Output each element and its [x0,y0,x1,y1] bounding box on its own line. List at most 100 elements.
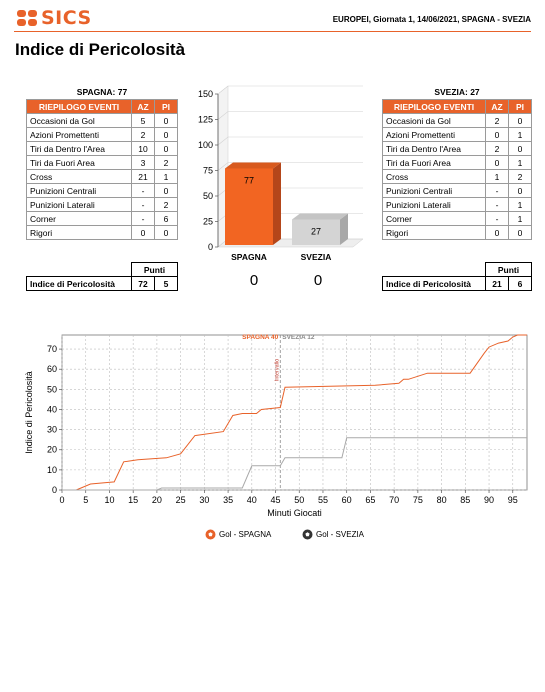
col-header-pi: PI [508,99,532,114]
col-header-az: AZ [485,99,509,114]
col-header-pi: PI [154,99,178,114]
event-name-cell: Cross [382,169,486,184]
x-tick-label: 30 [199,495,209,505]
legend-svezia: Gol - SVEZIA [302,529,364,540]
y-tick-label: 0 [52,485,57,495]
table-row: Tiri da Dentro l'Area 2 0 [382,141,532,156]
table-row: Corner -6 [26,211,178,226]
pi-cell: 0 [154,127,178,142]
pi-cell: 0 [508,141,532,156]
y-axis-title: Indice di Pericolosità [24,371,34,454]
y-tick-label: 150 [198,89,213,99]
y-tick-label: 0 [208,242,213,252]
bar [292,219,340,245]
index-value: 72 [131,276,155,291]
az-cell: - [131,197,155,212]
table-row: Punizioni Laterali -2 [26,197,178,212]
az-cell: - [485,197,509,212]
bar-chart: 0 25 50 75 100 125 150 77 SPAGNA 27 SVEZIA [198,85,364,262]
left-team-title: SPAGNA: 77 [76,87,128,97]
x-category-label: SVEZIA [301,252,332,262]
grid-line [217,85,363,95]
x-tick-label: 50 [294,495,304,505]
y-tick-label: 20 [47,445,57,455]
x-category-label: SPAGNA [231,252,267,262]
pi-cell: 0 [154,141,178,156]
y-tick-label: 25 [203,217,213,227]
x-tick-label: 10 [104,495,114,505]
points-value: 6 [508,276,532,291]
x-tick-label: 0 [59,495,64,505]
table-row: Azioni Promettenti 0 1 [382,127,532,142]
y-tick-label: 125 [198,115,213,125]
az-cell: 0 [485,225,509,240]
pi-cell: 0 [154,113,178,128]
bar-side [340,213,348,245]
x-tick-label: 70 [389,495,399,505]
event-name-cell: Punizioni Laterali [382,197,486,212]
az-cell: 3 [131,155,155,170]
pi-cell: 0 [154,183,178,198]
pi-cell: 1 [154,169,178,184]
az-cell: - [485,211,509,226]
az-cell: 0 [485,127,509,142]
table-row: Tiri da Dentro l'Area 10 0 [26,141,178,156]
home-goals: 0 [249,272,259,289]
bar-top [225,162,281,169]
table-row: Punizioni Centrali -0 [382,183,532,198]
soccer-ball-icon [302,529,313,540]
table-row: Occasioni da Gol 5 0 [26,113,178,128]
pi-cell: 2 [154,197,178,212]
col-header-events: RIEPILOGO EVENTI [26,99,132,114]
y-tick-label: 50 [203,191,213,201]
event-name-cell: Punizioni Laterali [26,197,132,212]
header-divider [14,31,531,32]
away-goals: 0 [313,272,323,289]
x-tick-label: 40 [247,495,257,505]
col-header-events: RIEPILOGO EVENTI [382,99,486,114]
az-cell: 5 [131,113,155,128]
sics-logo: SICS [17,7,92,29]
pi-cell: 1 [508,197,532,212]
legend-spagna: Gol - SPAGNA [205,529,271,540]
table-row: Tiri da Fuori Area 3 2 [26,155,178,170]
event-name-cell: Punizioni Centrali [382,183,486,198]
pi-cell: 0 [508,113,532,128]
az-cell: 1 [485,169,509,184]
left-events-table: RIEPILOGO EVENTI AZ PI Occasioni da Gol 5… [26,99,178,240]
grid-line [217,162,363,171]
event-name-cell: Tiri da Dentro l'Area [26,141,132,156]
points-header: Punti [485,262,532,277]
event-name-cell: Corner [26,211,132,226]
index-value: 21 [485,276,509,291]
y-tick-label: 50 [47,384,57,394]
event-name-cell: Corner [382,211,486,226]
az-cell: - [485,183,509,198]
table-row: Tiri da Fuori Area 0 1 [382,155,532,170]
event-name-cell: Occasioni da Gol [382,113,486,128]
logo-mark-icon [17,10,39,26]
y-tick-label: 10 [47,465,57,475]
pi-cell: 6 [154,211,178,226]
pi-cell: 1 [508,211,532,226]
legend-label: Gol - SVEZIA [316,530,365,539]
x-tick-label: 15 [128,495,138,505]
bar-value-label: 27 [311,226,321,236]
table-row: Occasioni da Gol 2 0 [382,113,532,128]
y-tick-label: 100 [198,140,213,150]
az-cell: 0 [131,225,155,240]
y-tick-label: 30 [47,425,57,435]
event-name-cell: Tiri da Dentro l'Area [382,141,486,156]
table-row: Rigori 0 0 [382,225,532,240]
pi-cell: 0 [508,183,532,198]
az-cell: 2 [485,113,509,128]
pi-cell: 2 [154,155,178,170]
table-row: Rigori 0 0 [26,225,178,240]
page-title: Indice di Pericolosità [15,40,186,59]
y-tick-label: 40 [47,404,57,414]
bar-value-label: 77 [244,175,254,185]
pi-cell: 0 [154,225,178,240]
x-tick-label: 95 [508,495,518,505]
match-info: EUROPEI, Giornata 1, 14/06/2021, SPAGNA … [332,15,531,24]
logo-text: SICS [41,7,92,29]
